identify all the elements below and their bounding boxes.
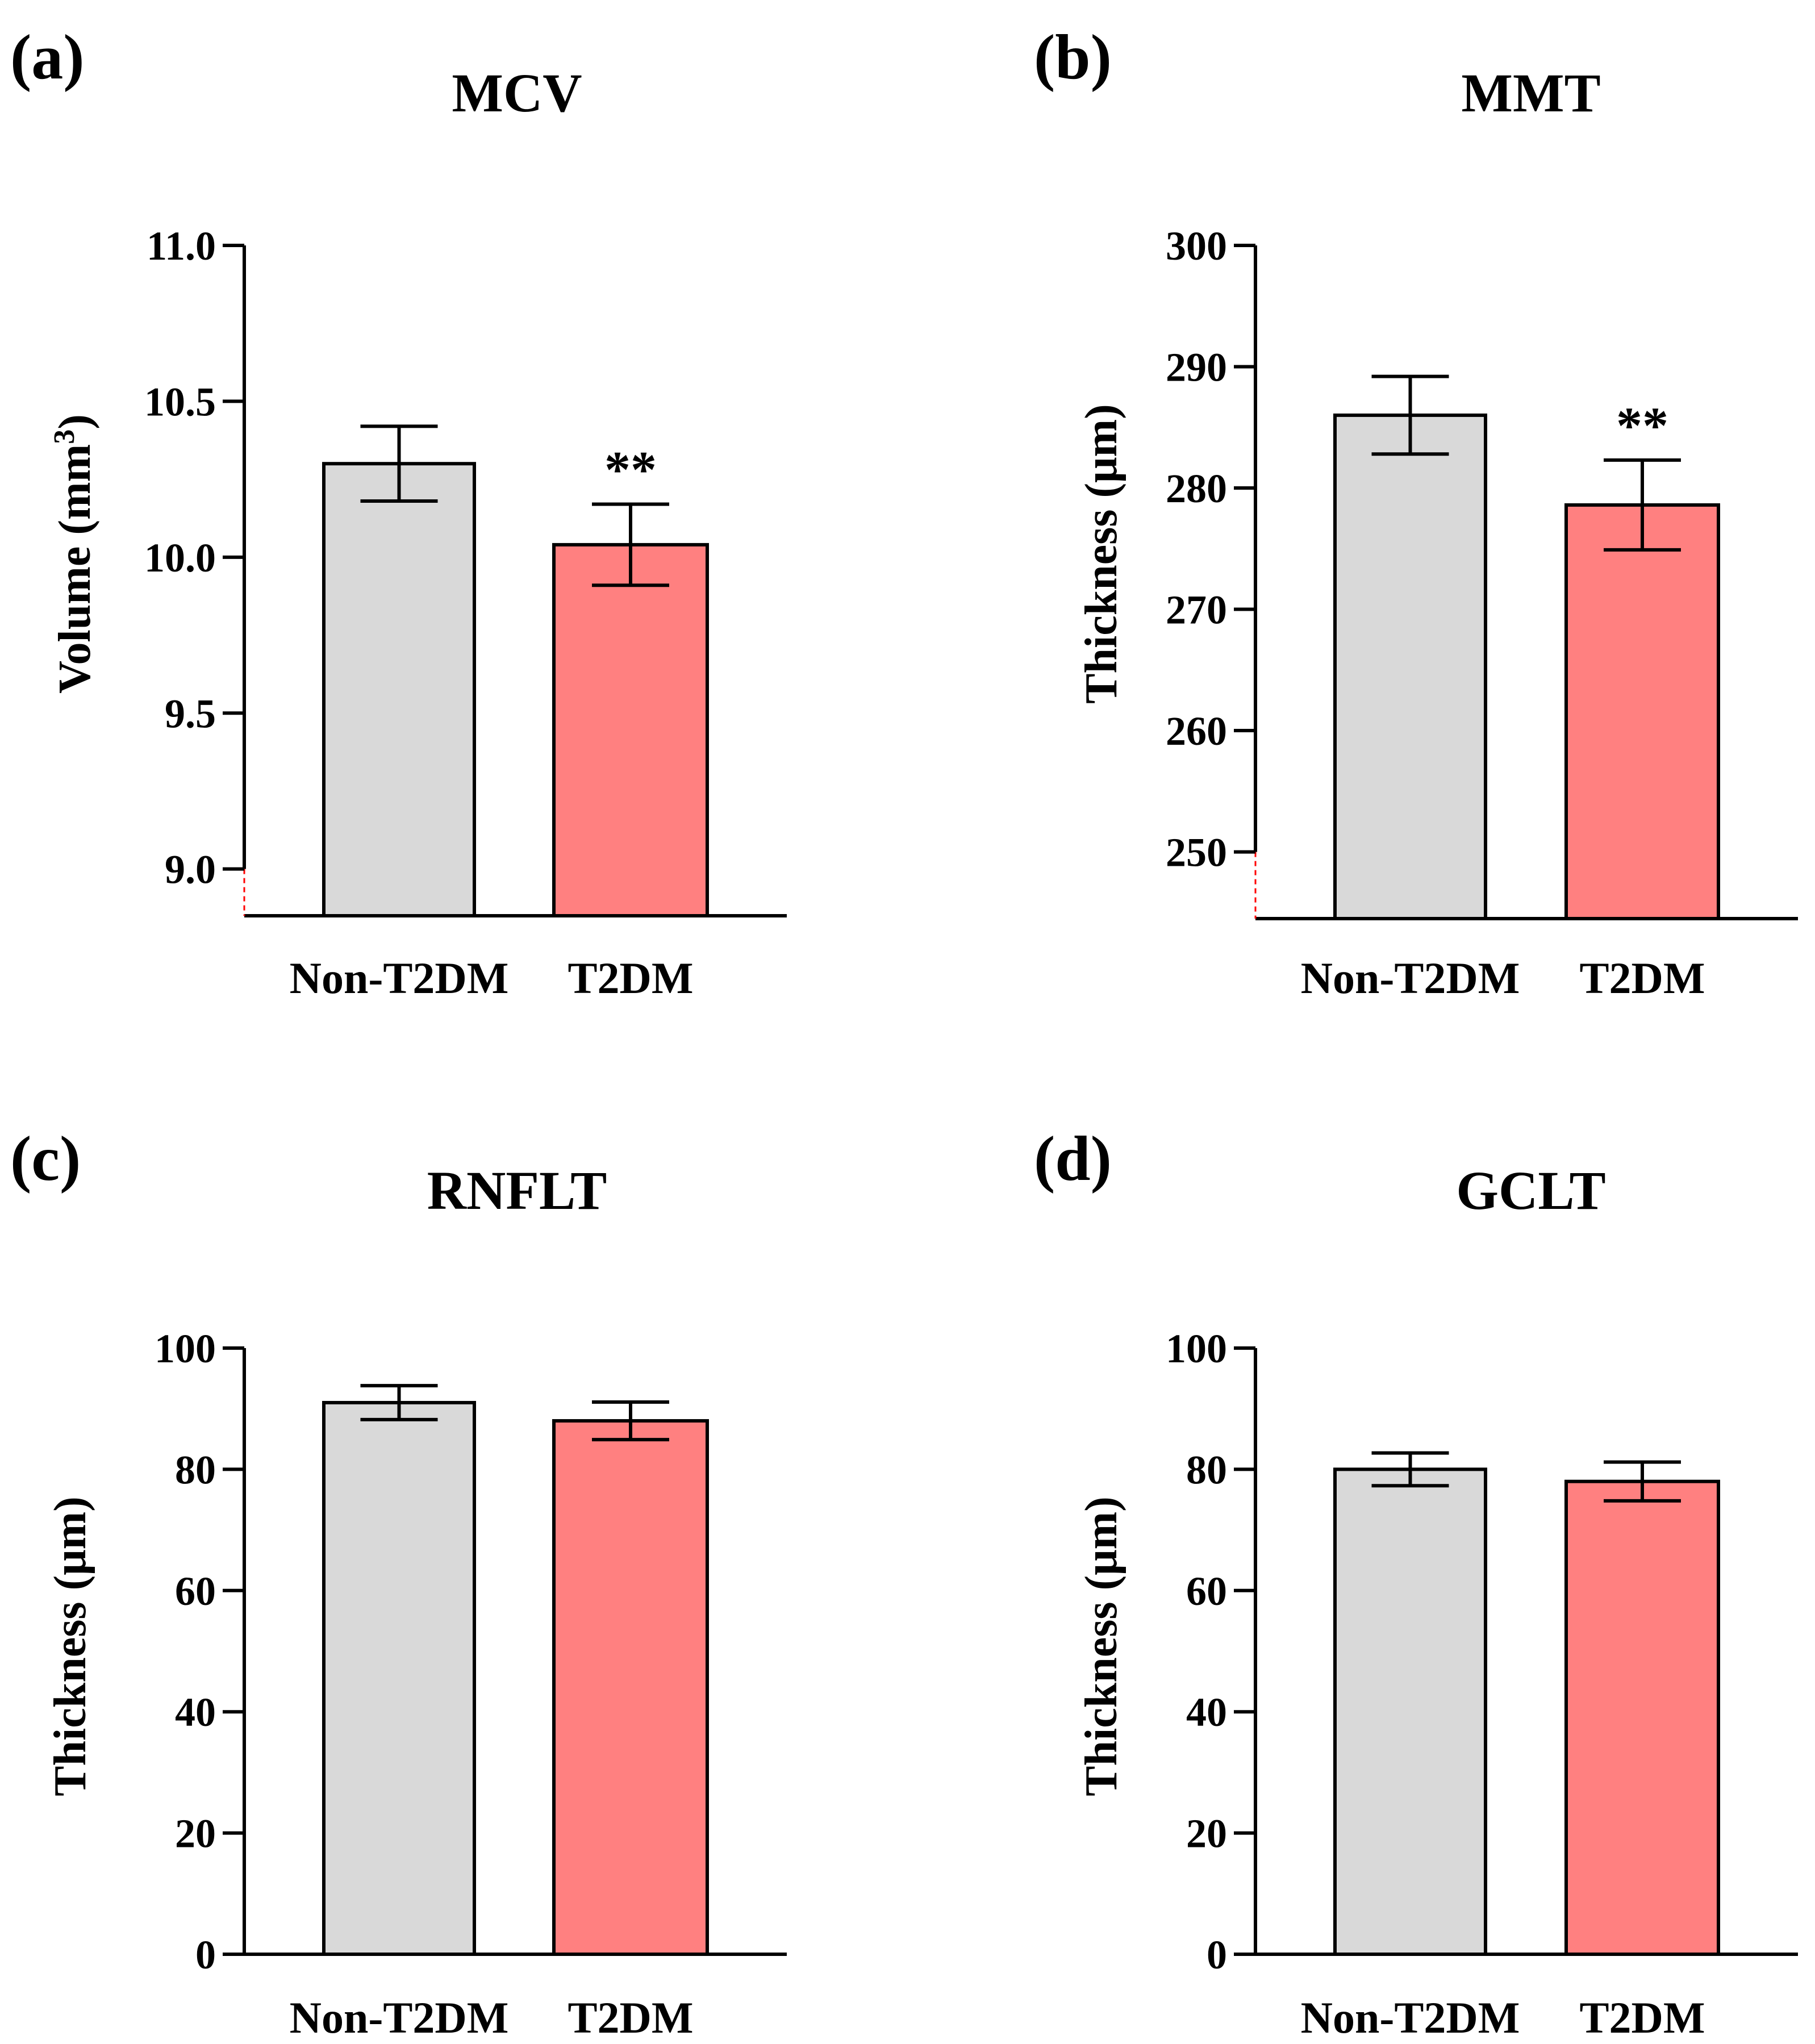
y-tick-label: 10.0 (144, 535, 216, 581)
error-bar (1604, 458, 1681, 552)
y-tick-label: 270 (1166, 587, 1227, 633)
error-bar (592, 1400, 669, 1442)
bar-non-t2dm (322, 462, 476, 917)
x-category-label: Non-T2DM (1301, 953, 1520, 1003)
y-tick-label: 280 (1166, 466, 1227, 511)
chart-panel-c: (c) RNFLT Thickness (μm) 0 20 40 60 80 100 No… (10, 1124, 787, 2042)
y-tick-label: 40 (1186, 1690, 1227, 1735)
error-bar (1371, 374, 1449, 456)
error-bar (360, 1384, 438, 1421)
chart-title: MMT (1461, 62, 1600, 123)
bar-non-t2dm (1333, 1467, 1487, 1956)
y-tick-label: 11.0 (147, 223, 216, 269)
bar-t2dm (552, 1419, 709, 1957)
chart-panel-a: (a) MCV Volume (mm3) 9.09.510.010.511.0 … (10, 22, 787, 1003)
x-category-label: Non-T2DM (290, 953, 509, 1003)
y-tick-label: 9.0 (165, 847, 216, 892)
y-tick-label: 100 (1166, 1326, 1227, 1371)
y-tick-label: 60 (175, 1569, 216, 1614)
y-tick-label: 290 (1166, 345, 1227, 390)
significance-marker: ** (1616, 397, 1668, 454)
x-category-label: T2DM (1580, 953, 1705, 1003)
panel-label: (a) (10, 22, 85, 93)
bar-t2dm (552, 543, 709, 917)
chart-title: MCV (452, 62, 582, 123)
bar-t2dm (1564, 503, 1720, 920)
error-bar (592, 502, 669, 587)
y-tick-label: 300 (1166, 223, 1227, 269)
y-tick-label: 60 (1186, 1569, 1227, 1614)
panel-label: (d) (1034, 1124, 1112, 1194)
category-labels: Non-T2DM T2DM (1301, 953, 1705, 1003)
bar-marks (322, 1384, 709, 1957)
error-bar (1604, 1460, 1681, 1503)
bar-non-t2dm (1333, 413, 1487, 920)
y-tick-label: 80 (1186, 1447, 1227, 1492)
category-labels: Non-T2DM T2DM (1301, 1993, 1705, 2042)
category-labels: Non-T2DM T2DM (290, 1993, 694, 2042)
error-bar (360, 424, 438, 503)
x-category-label: T2DM (1580, 1993, 1705, 2042)
x-category-label: T2DM (568, 953, 694, 1003)
error-bar (1371, 1451, 1449, 1488)
y-tick-label: 20 (175, 1811, 216, 1857)
y-axis-label: Thickness (μm) (45, 1496, 95, 1796)
bar-t2dm (1564, 1479, 1720, 1956)
y-axis-label: Thickness (μm) (1077, 404, 1126, 704)
y-tick-label: 80 (175, 1447, 216, 1492)
chart-title: GCLT (1456, 1160, 1605, 1221)
category-labels: Non-T2DM T2DM (290, 953, 694, 1003)
y-tick-label: 0 (1207, 1932, 1227, 1978)
y-tick-label: 0 (195, 1932, 216, 1978)
chart-panel-b: (b) MMT Thickness (μm) 250 260 270 280 290 30… (1034, 22, 1798, 1003)
y-tick-label: 40 (175, 1690, 216, 1735)
y-axis-ticks: 9.0 9.5 10.0 10.5 11.0 (144, 223, 787, 917)
x-category-label: Non-T2DM (1301, 1993, 1520, 2042)
panel-label: (b) (1034, 22, 1112, 93)
y-tick-label: 250 (1166, 830, 1227, 875)
bar-marks: ** (1333, 374, 1720, 920)
bar-marks: ** (322, 424, 709, 917)
y-axis-label: Volume (mm3) (48, 414, 101, 694)
y-tick-label: 20 (1186, 1811, 1227, 1857)
panel-label: (c) (10, 1124, 81, 1194)
x-category-label: Non-T2DM (290, 1993, 509, 2042)
y-axis-label: Thickness (μm) (1077, 1496, 1126, 1796)
y-tick-label: 260 (1166, 708, 1227, 754)
bar-non-t2dm (322, 1401, 476, 1956)
chart-title: RNFLT (427, 1160, 607, 1221)
significance-marker: ** (604, 441, 657, 499)
y-tick-label: 10.5 (144, 379, 216, 424)
y-tick-label: 9.5 (165, 691, 216, 736)
bar-marks (1333, 1451, 1720, 1956)
x-category-label: T2DM (568, 1993, 694, 2042)
y-tick-label: 100 (155, 1326, 216, 1371)
chart-panel-d: (d) GCLT Thickness (μm) 0 20 40 60 80 100 Non… (1034, 1124, 1798, 2042)
y-axis-ticks: 0 20 40 60 80 100 (155, 1326, 787, 1978)
